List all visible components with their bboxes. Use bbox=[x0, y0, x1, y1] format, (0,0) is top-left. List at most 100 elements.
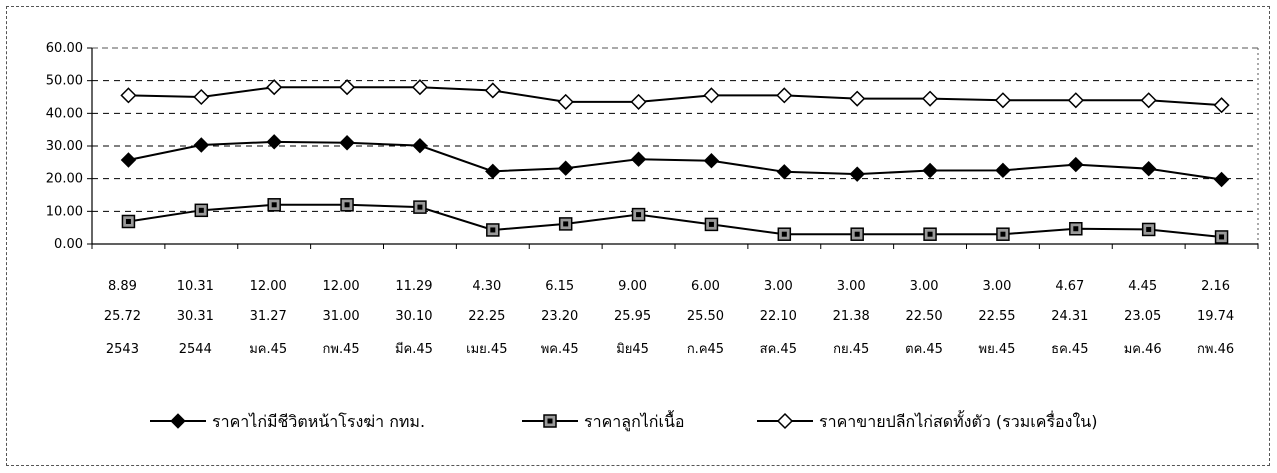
data-point-s2-9 bbox=[776, 87, 793, 104]
data-point-s2-14 bbox=[1140, 92, 1157, 109]
data-table-cell: 24.31 bbox=[1051, 309, 1088, 324]
data-point-s2-1 bbox=[193, 88, 210, 106]
data-table-cell: 25.50 bbox=[687, 309, 724, 324]
data-point-s1-15 bbox=[1214, 230, 1229, 244]
x-category-label: กพ.46 bbox=[1197, 342, 1234, 357]
series-line-2 bbox=[128, 86, 1222, 107]
data-point-s1-8 bbox=[704, 217, 719, 232]
x-category-label: มค.46 bbox=[1124, 342, 1162, 357]
data-point-s0-15 bbox=[1213, 171, 1230, 188]
data-point-s2-7 bbox=[630, 93, 647, 110]
data-table-cell: 3.00 bbox=[910, 279, 939, 294]
data-point-s1-2 bbox=[267, 198, 281, 212]
data-point-s1-1-center bbox=[198, 207, 204, 213]
data-table-cell: 4.45 bbox=[1128, 279, 1157, 294]
series-line-1 bbox=[128, 203, 1222, 238]
y-tick-label: 60.00 bbox=[46, 41, 83, 56]
legend-label-1: ราคาลูกไก่เนื้อ bbox=[584, 410, 685, 432]
data-point-s2-11 bbox=[922, 90, 939, 107]
y-tick-label: 50.00 bbox=[46, 74, 83, 89]
data-table-cell: 19.74 bbox=[1197, 309, 1234, 324]
data-point-s1-9-center bbox=[781, 231, 787, 237]
data-point-s1-10-center bbox=[854, 231, 860, 237]
data-table-cell: 21.38 bbox=[833, 309, 870, 324]
data-point-s0-11 bbox=[922, 162, 938, 179]
data-table-cell: 22.55 bbox=[978, 309, 1015, 324]
data-table-cell: 30.10 bbox=[395, 309, 432, 324]
data-point-s0-0 bbox=[120, 152, 137, 168]
x-category-label: สค.45 bbox=[760, 342, 797, 357]
data-point-s1-4 bbox=[413, 200, 427, 214]
data-table-cell: 4.30 bbox=[472, 279, 501, 294]
legend-label-0: ราคาไก่มีชีวิตหน้าโรงฆ่า กทม. bbox=[212, 412, 425, 431]
data-point-s1-0-center bbox=[125, 218, 131, 224]
x-category-label: พค.45 bbox=[541, 342, 579, 357]
data-point-s0-8 bbox=[703, 152, 720, 169]
data-point-s1-12-center bbox=[1000, 231, 1006, 237]
data-table-cell: 3.00 bbox=[837, 279, 866, 294]
data-point-s1-1 bbox=[194, 203, 209, 218]
data-point-s2-10 bbox=[849, 90, 866, 107]
data-point-s1-14-center bbox=[1146, 226, 1152, 232]
data-point-s0-10 bbox=[849, 166, 865, 182]
data-point-s0-5 bbox=[485, 163, 501, 180]
x-category-label: ธค.45 bbox=[1051, 342, 1088, 357]
data-table-cell: 23.05 bbox=[1124, 309, 1161, 324]
data-table-cell: 30.31 bbox=[177, 309, 214, 324]
data-point-s1-5-center bbox=[490, 227, 496, 233]
data-point-s1-7-center bbox=[636, 212, 642, 218]
x-category-label: ก.ค45 bbox=[687, 342, 724, 357]
data-point-s2-5 bbox=[484, 82, 501, 99]
data-point-s1-3-center bbox=[344, 202, 350, 208]
data-point-s1-4-center bbox=[417, 204, 423, 210]
y-tick-label: 0.00 bbox=[54, 237, 83, 252]
data-table-cell: 31.00 bbox=[322, 309, 359, 324]
data-point-s0-13 bbox=[1068, 156, 1084, 173]
data-point-s1-2-center bbox=[271, 202, 277, 208]
data-point-s2-2 bbox=[266, 79, 283, 96]
y-tick-label: 40.00 bbox=[46, 106, 83, 121]
data-point-s0-4 bbox=[412, 137, 428, 154]
data-point-s0-2 bbox=[266, 134, 282, 150]
data-point-s0-6 bbox=[557, 160, 574, 176]
chart-frame bbox=[6, 6, 1270, 466]
data-point-s0-1 bbox=[193, 137, 210, 153]
data-table-cell: 2.16 bbox=[1201, 279, 1230, 294]
data-point-s0-3 bbox=[339, 135, 355, 151]
data-point-s0-7 bbox=[630, 151, 647, 167]
x-category-label: มค.45 bbox=[249, 342, 287, 357]
x-category-label: ตค.45 bbox=[905, 342, 943, 357]
legend-marker-2 bbox=[776, 412, 794, 430]
x-category-label: 2544 bbox=[179, 342, 212, 357]
data-table-cell: 11.29 bbox=[395, 279, 432, 294]
y-tick-label: 10.00 bbox=[46, 204, 83, 219]
data-point-s2-12 bbox=[994, 92, 1011, 109]
data-point-s2-6 bbox=[557, 93, 574, 110]
data-point-s1-10 bbox=[850, 227, 864, 241]
y-tick-label: 20.00 bbox=[46, 172, 83, 187]
data-point-s1-3 bbox=[340, 198, 354, 212]
legend-label-2: ราคาขายปลีกไก่สดทั้งตัว (รวมเครื่องใน) bbox=[819, 410, 1097, 431]
data-point-s0-14 bbox=[1140, 160, 1157, 177]
data-point-s1-8-center bbox=[708, 221, 714, 227]
data-point-s1-11-center bbox=[927, 231, 933, 237]
data-table-cell: 22.25 bbox=[468, 309, 505, 324]
data-table-cell: 22.10 bbox=[760, 309, 797, 324]
data-table-cell: 6.15 bbox=[545, 279, 574, 294]
data-point-s1-0 bbox=[121, 214, 136, 229]
data-table-cell: 3.00 bbox=[982, 279, 1011, 294]
data-point-s0-9 bbox=[776, 164, 793, 180]
x-category-label: มีค.45 bbox=[395, 341, 433, 357]
data-table-cell: 23.20 bbox=[541, 309, 578, 324]
data-point-s2-0 bbox=[120, 87, 137, 104]
x-category-label: มิย45 bbox=[616, 342, 649, 357]
data-table-cell: 10.31 bbox=[177, 279, 214, 294]
x-category-label: กพ.45 bbox=[323, 342, 360, 357]
data-point-s1-6 bbox=[558, 217, 573, 231]
data-table-cell: 22.50 bbox=[905, 309, 942, 324]
x-category-label: 2543 bbox=[106, 342, 139, 357]
data-point-s1-15-center bbox=[1219, 234, 1225, 240]
legend-marker-0 bbox=[170, 413, 186, 429]
data-point-s2-4 bbox=[411, 79, 428, 96]
